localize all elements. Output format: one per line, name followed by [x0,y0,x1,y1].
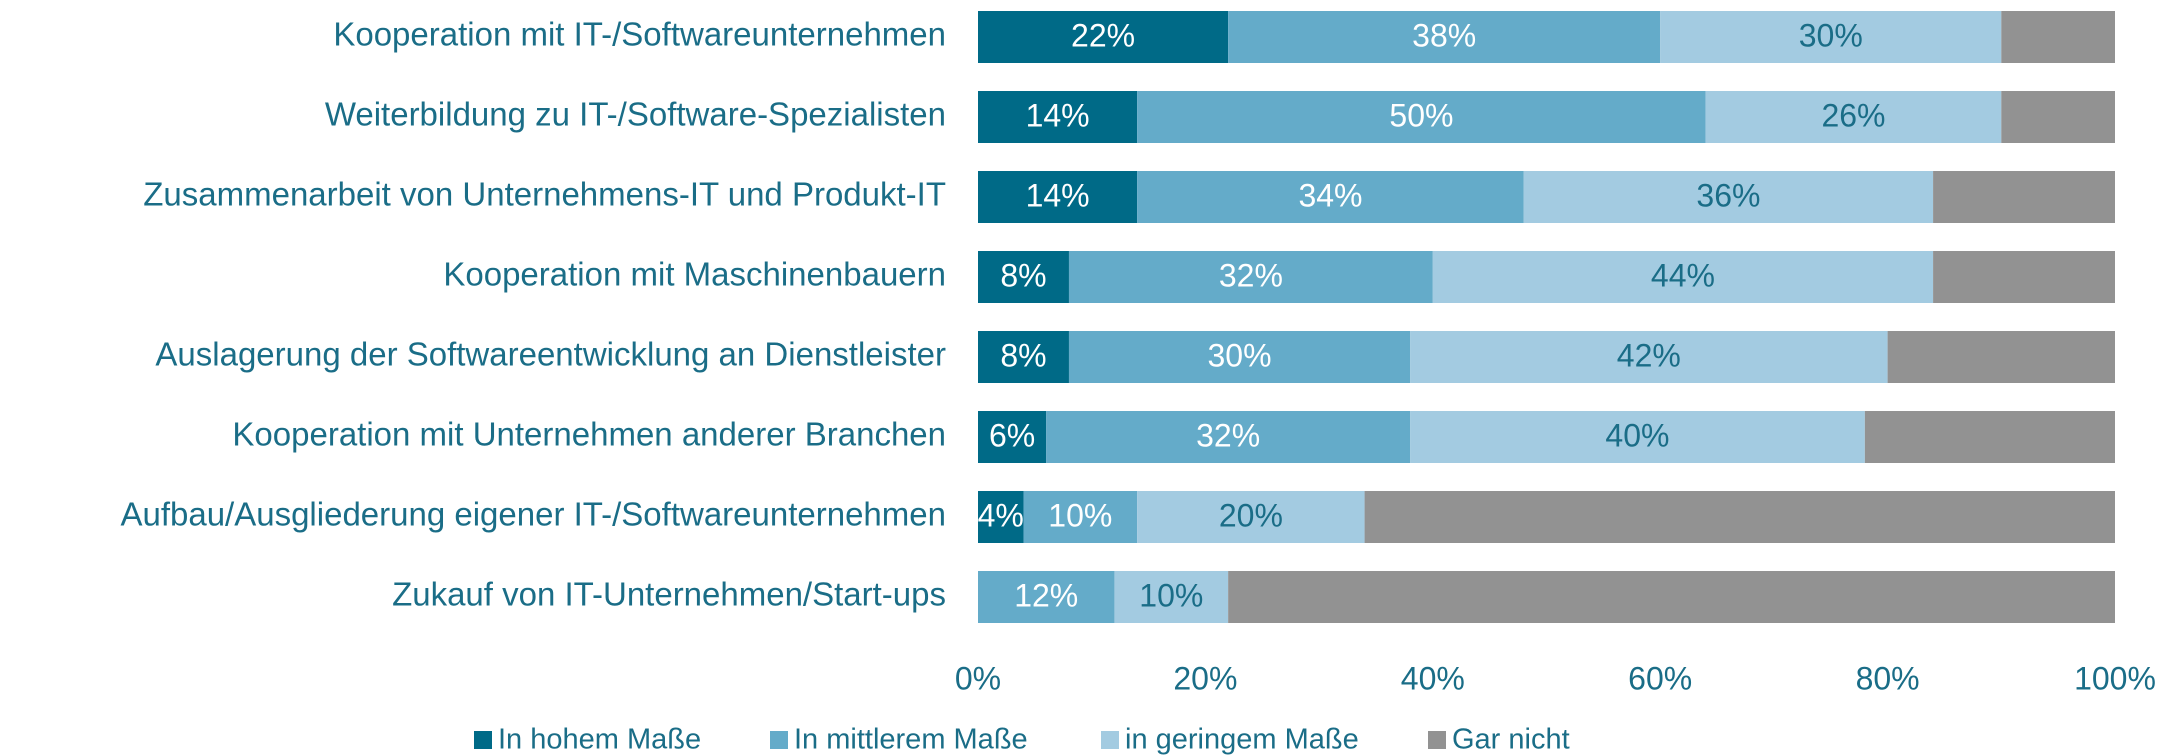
data-label: 30% [1207,337,1271,373]
data-label: 30% [1799,17,1863,53]
category-label: Weiterbildung zu IT-/Software-Spezialist… [325,96,946,133]
bar-segment [978,331,1069,383]
bar-segment [1933,251,2115,303]
data-label: 36% [1696,177,1760,213]
bar-segment [978,11,1229,63]
data-label: 42% [1617,337,1681,373]
bar-segment [978,571,1115,623]
data-label: 10% [1048,497,1112,533]
bar-segment [1887,331,2115,383]
category-label: Kooperation mit Unternehmen anderer Bran… [232,416,946,453]
bar-segment [1410,331,1888,383]
bar-segment [1523,171,1934,223]
bar-segment [1137,171,1524,223]
legend-marker [1101,731,1119,749]
bar-segment [2001,11,2115,63]
bar-segment [1114,571,1229,623]
bar-segment [1228,571,2115,623]
bar-segment [1137,491,1365,543]
data-label: 14% [1026,177,1090,213]
data-label: 44% [1651,257,1715,293]
data-label: 20% [1219,497,1283,533]
x-tick-label: 20% [1173,660,1237,696]
bar-segment [978,251,1069,303]
category-label: Aufbau/Ausgliederung eigener IT-/Softwar… [120,496,946,533]
x-tick-label: 100% [2074,660,2156,696]
bar-segment [1228,11,1661,63]
bar-segment [978,411,1047,463]
x-tick-label: 0% [955,660,1001,696]
data-label: 26% [1821,97,1885,133]
x-tick-label: 40% [1401,660,1465,696]
legend-label: In mittlerem Maße [794,724,1028,755]
bar-segment [1137,91,1706,143]
data-label: 50% [1389,97,1453,133]
category-label: Auslagerung der Softwareentwicklung an D… [155,336,946,373]
bar-segment [1660,11,2002,63]
data-label: 8% [1000,337,1046,373]
data-label: 40% [1605,417,1669,453]
bar-segment [1046,411,1411,463]
bar-segment [1364,491,2115,543]
bar-segment [1068,331,1411,383]
legend-marker [770,731,788,749]
data-label: 12% [1014,577,1078,613]
x-tick-label: 60% [1628,660,1692,696]
category-label: Kooperation mit IT-/Softwareunternehmen [333,16,946,53]
data-label: 4% [978,497,1024,533]
bar-segment [1023,491,1138,543]
x-tick-label: 80% [1856,660,1920,696]
bar-segment [978,171,1138,223]
legend-marker [474,731,492,749]
data-label: 8% [1000,257,1046,293]
legend-label: in geringem Maße [1125,724,1359,755]
legend-label: Gar nicht [1452,724,1570,755]
bar-segment [1432,251,1934,303]
data-label: 38% [1412,17,1476,53]
legend-marker [1428,731,1446,749]
bar-segment [1864,411,2115,463]
category-label: Zukauf von IT-Unternehmen/Start-ups [392,576,946,613]
data-label: 10% [1139,577,1203,613]
bar-segment [1933,171,2115,223]
data-label: 34% [1298,177,1362,213]
category-label: Zusammenarbeit von Unternehmens-IT und P… [143,176,946,213]
category-label: Kooperation mit Maschinenbauern [443,256,946,293]
bar-segment [1410,411,1865,463]
bar-segment [978,491,1024,543]
bar-segment [1068,251,1433,303]
data-label: 32% [1219,257,1283,293]
data-label: 32% [1196,417,1260,453]
data-label: 14% [1026,97,1090,133]
bar-segment [1705,91,2002,143]
legend-label: In hohem Maße [498,724,701,755]
bar-segment [2001,91,2115,143]
data-label: 22% [1071,17,1135,53]
bar-segment [978,91,1138,143]
data-label: 6% [989,417,1035,453]
